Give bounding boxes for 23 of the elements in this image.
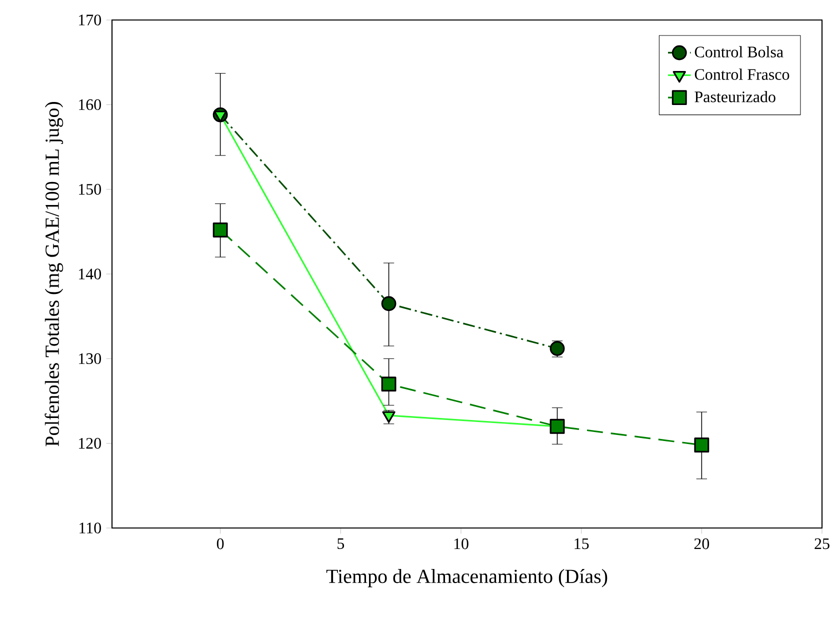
y-tick-label: 120 — [79, 438, 101, 449]
y-tick-label: 170 — [79, 14, 101, 26]
legend-label: Control Frasco — [694, 68, 790, 80]
legend-label: Pasteurizado — [694, 91, 776, 102]
point — [694, 438, 710, 452]
x-axis-title: Tiempo de Almacenamiento (Días) — [326, 569, 608, 588]
y-tick-label: 130 — [79, 353, 101, 364]
point — [212, 222, 228, 238]
legend-label: Control Bolsa — [694, 46, 784, 58]
point — [381, 376, 396, 392]
y-axis-title: Polfenoles Totales (mg GAE/100 mL jugo) — [44, 102, 64, 446]
y-tick-label: 150 — [79, 184, 101, 195]
x-tick-label: 10 — [454, 538, 468, 550]
y-tick-label: 110 — [80, 522, 101, 534]
x-tick-label: 20 — [694, 538, 710, 550]
y-tick-label: 160 — [79, 99, 101, 110]
y-tick-label: 140 — [79, 268, 101, 280]
x-tick-label: 5 — [338, 538, 344, 550]
point — [550, 418, 565, 434]
x-tick-label: 0 — [216, 538, 224, 550]
point — [381, 296, 396, 312]
x-tick-label: 25 — [814, 538, 830, 550]
x-tick-label: 15 — [574, 538, 589, 550]
